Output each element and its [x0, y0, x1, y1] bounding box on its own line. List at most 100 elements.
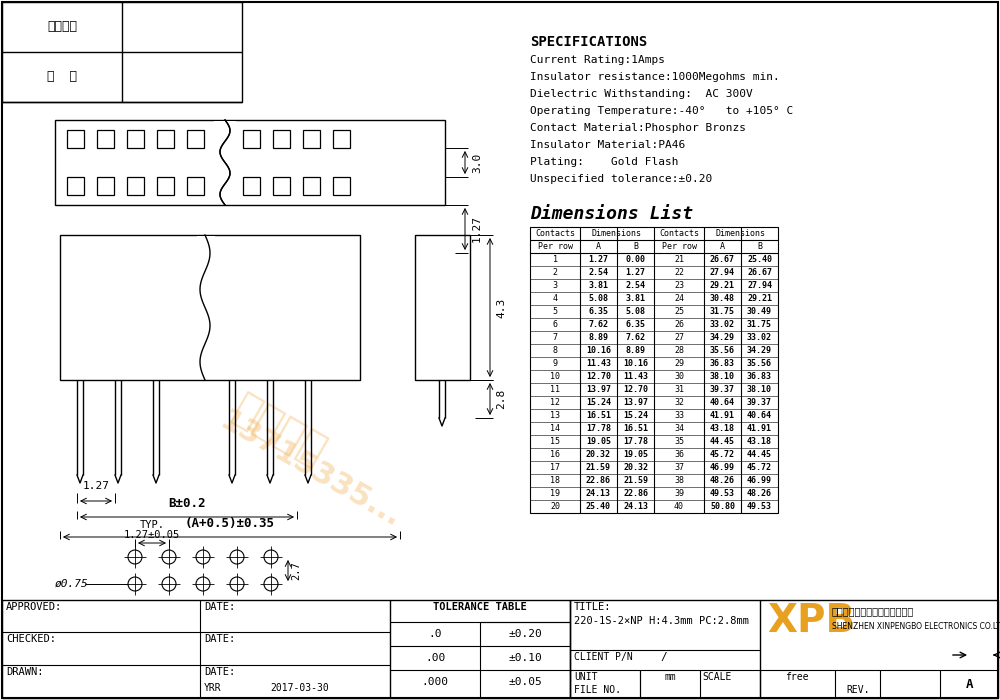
Text: Contact Material:Phosphor Bronzs: Contact Material:Phosphor Bronzs — [530, 123, 746, 133]
Text: 17.78: 17.78 — [623, 437, 648, 446]
Text: 日  期: 日 期 — [47, 71, 77, 83]
Text: 15: 15 — [550, 437, 560, 446]
Text: 10: 10 — [550, 372, 560, 381]
Text: 32: 32 — [674, 398, 684, 407]
Text: 7: 7 — [552, 333, 558, 342]
Text: 25: 25 — [674, 307, 684, 316]
Bar — [97, 177, 114, 195]
Text: 23: 23 — [674, 281, 684, 290]
Text: mm: mm — [664, 672, 676, 682]
Text: 36: 36 — [674, 450, 684, 459]
Text: 22.86: 22.86 — [586, 476, 611, 485]
Text: 19: 19 — [550, 489, 560, 498]
Text: 鑫鵬博：: 鑫鵬博： — [226, 387, 334, 473]
Bar — [333, 130, 350, 148]
Bar — [60, 235, 360, 380]
Text: B: B — [757, 242, 762, 251]
Bar — [157, 177, 174, 195]
Text: CHECKED:: CHECKED: — [6, 634, 56, 644]
Text: Dimensions List: Dimensions List — [530, 205, 693, 223]
Text: XPB: XPB — [767, 602, 855, 640]
Text: 25.40: 25.40 — [747, 255, 772, 264]
Text: 1.27±0.05: 1.27±0.05 — [124, 530, 180, 540]
Text: 34.29: 34.29 — [747, 346, 772, 355]
Text: 1.27: 1.27 — [82, 481, 110, 491]
Text: 43.18: 43.18 — [710, 424, 735, 433]
Text: 21.59: 21.59 — [586, 463, 611, 472]
Text: 15.24: 15.24 — [586, 398, 611, 407]
Text: 11: 11 — [550, 385, 560, 394]
Text: 3.81: 3.81 — [588, 281, 608, 290]
Text: 2: 2 — [552, 268, 558, 277]
Text: 20.32: 20.32 — [623, 463, 648, 472]
Text: 41.91: 41.91 — [710, 411, 735, 420]
Text: 4: 4 — [552, 294, 558, 303]
Text: B±0.2: B±0.2 — [168, 497, 206, 510]
Text: 1.27: 1.27 — [626, 268, 646, 277]
Text: 16.51: 16.51 — [586, 411, 611, 420]
Text: 7.62: 7.62 — [588, 320, 608, 329]
Text: Insulator resistance:1000Megohms min.: Insulator resistance:1000Megohms min. — [530, 72, 780, 82]
Text: YRR: YRR — [204, 683, 222, 693]
Bar — [67, 130, 84, 148]
Text: .0: .0 — [428, 629, 442, 639]
Text: 29.21: 29.21 — [747, 294, 772, 303]
Text: Insulator Material:PA46: Insulator Material:PA46 — [530, 140, 685, 150]
Text: 35.56: 35.56 — [747, 359, 772, 368]
Text: UNIT: UNIT — [574, 672, 598, 682]
Text: SHENZHEN XINPENGBO ELECTRONICS CO.LTD: SHENZHEN XINPENGBO ELECTRONICS CO.LTD — [832, 622, 1000, 631]
Text: 39.37: 39.37 — [747, 398, 772, 407]
Text: 20.32: 20.32 — [586, 450, 611, 459]
Text: DATE:: DATE: — [204, 667, 235, 677]
Text: Dielectric Withstanding:  AC 300V: Dielectric Withstanding: AC 300V — [530, 89, 753, 99]
Text: 深圳市鑯鹏博电子科技有限公司: 深圳市鑯鹏博电子科技有限公司 — [832, 606, 914, 616]
Text: Contacts: Contacts — [535, 229, 575, 238]
Bar — [303, 177, 320, 195]
Text: 6.35: 6.35 — [626, 320, 646, 329]
Text: 36.83: 36.83 — [747, 372, 772, 381]
Text: 1.27: 1.27 — [472, 216, 482, 242]
Text: Dimensions: Dimensions — [716, 229, 766, 238]
Text: 13: 13 — [550, 411, 560, 420]
Text: ø0.75: ø0.75 — [55, 579, 89, 589]
Text: Contacts: Contacts — [659, 229, 699, 238]
Bar — [415, 235, 470, 380]
Text: 15.24: 15.24 — [623, 411, 648, 420]
Text: 2.54: 2.54 — [588, 268, 608, 277]
Text: 33.02: 33.02 — [710, 320, 735, 329]
Text: Unspecified tolerance:±0.20: Unspecified tolerance:±0.20 — [530, 174, 712, 184]
Text: ±0.10: ±0.10 — [508, 653, 542, 663]
Text: 8: 8 — [552, 346, 558, 355]
Bar — [333, 177, 350, 195]
Text: Operating Temperature:-40°   to +105° C: Operating Temperature:-40° to +105° C — [530, 106, 793, 116]
Text: 29.21: 29.21 — [710, 281, 735, 290]
Text: (A+0.5)±0.35: (A+0.5)±0.35 — [185, 517, 275, 530]
Text: 4.3: 4.3 — [496, 298, 506, 318]
Text: DATE:: DATE: — [204, 634, 235, 644]
Text: 48.26: 48.26 — [747, 489, 772, 498]
Text: APPROVED:: APPROVED: — [6, 602, 62, 612]
Text: 220-1S-2×NP H:4.3mm PC:2.8mm: 220-1S-2×NP H:4.3mm PC:2.8mm — [574, 616, 749, 626]
Text: 37: 37 — [674, 463, 684, 472]
Text: 16: 16 — [550, 450, 560, 459]
Text: 27.94: 27.94 — [710, 268, 735, 277]
Text: 35: 35 — [674, 437, 684, 446]
Text: 34.29: 34.29 — [710, 333, 735, 342]
Text: 22.86: 22.86 — [623, 489, 648, 498]
Text: 44.45: 44.45 — [710, 437, 735, 446]
Text: 10.16: 10.16 — [586, 346, 611, 355]
Text: TYP.: TYP. — [140, 520, 164, 530]
Text: 50.80: 50.80 — [710, 502, 735, 511]
Text: 49.53: 49.53 — [710, 489, 735, 498]
Text: 25.40: 25.40 — [586, 502, 611, 511]
Text: TITLE:: TITLE: — [574, 602, 612, 612]
Text: 5: 5 — [552, 307, 558, 316]
Text: 7.62: 7.62 — [626, 333, 646, 342]
Bar — [243, 177, 260, 195]
Text: 21.59: 21.59 — [623, 476, 648, 485]
Bar — [127, 177, 144, 195]
Text: 0.00: 0.00 — [626, 255, 646, 264]
Text: B: B — [633, 242, 638, 251]
Text: REV.: REV. — [846, 685, 870, 695]
Text: 44.45: 44.45 — [747, 450, 772, 459]
